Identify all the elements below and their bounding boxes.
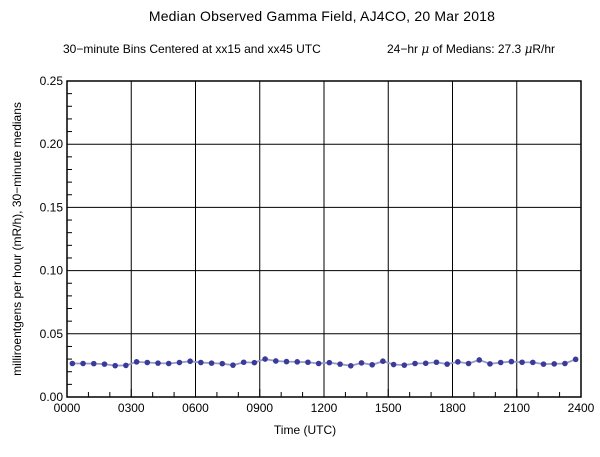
- mean-text-part: R/hr: [532, 42, 556, 56]
- data-point: [208, 360, 215, 366]
- data-point: [305, 359, 311, 366]
- chart-subtitle-mean: 24−hr μ of Medians: 27.3 μR/hr: [387, 42, 555, 56]
- data-point: [198, 359, 204, 366]
- chart-title: Median Observed Gamma Field, AJ4CO, 20 M…: [148, 8, 496, 24]
- plot-border: [66, 80, 582, 398]
- y-tick-label: 0.20: [40, 137, 64, 151]
- data-point: [123, 362, 129, 369]
- x-axis-label: Time (UTC): [273, 423, 337, 437]
- data-point: [273, 358, 279, 364]
- x-tick-label: 2100: [503, 401, 530, 415]
- data-point: [337, 361, 343, 367]
- mu-symbol: μ: [421, 42, 430, 56]
- data-point: [326, 359, 333, 366]
- y-tick-label: 0.25: [40, 74, 64, 88]
- data-point: [80, 360, 86, 367]
- x-tick-label: 0600: [182, 401, 209, 415]
- data-point: [465, 360, 472, 367]
- data-point: [144, 359, 151, 366]
- data-point: [390, 361, 397, 368]
- data-point: [347, 362, 354, 369]
- mu-symbol: μ: [524, 42, 533, 56]
- data-point: [262, 356, 268, 362]
- y-tick-label: 0.00: [40, 390, 64, 404]
- x-tick-label: 1800: [439, 401, 466, 415]
- data-point: [540, 361, 547, 367]
- data-point: [219, 360, 226, 367]
- data-point: [401, 362, 408, 368]
- data-point: [133, 359, 140, 365]
- chart-subtitle-bins: 30−minute Bins Centered at xx15 and xx45…: [63, 42, 321, 56]
- data-point: [230, 362, 236, 368]
- data-point: [101, 361, 108, 367]
- data-point: [380, 358, 386, 365]
- data-point: [519, 359, 525, 366]
- data-point: [530, 359, 536, 366]
- data-point: [562, 360, 568, 367]
- x-tick-label: 2400: [568, 401, 595, 415]
- data-point: [572, 356, 579, 363]
- mean-text-part: of Medians: 27.3: [429, 42, 525, 56]
- x-tick-label: 0000: [54, 401, 81, 415]
- data-point: [455, 359, 461, 365]
- data-point: [422, 360, 429, 367]
- y-tick-label: 0.15: [40, 200, 64, 214]
- data-point: [476, 357, 483, 363]
- data-point: [412, 360, 418, 367]
- data-point: [283, 358, 290, 365]
- data-point: [240, 359, 247, 366]
- data-point: [69, 360, 76, 367]
- data-point: [90, 360, 97, 367]
- y-axis-label: milliroentgens per hour (mR/h), 30−minut…: [10, 102, 24, 376]
- x-tick-label: 1500: [375, 401, 402, 415]
- data-point: [294, 359, 301, 365]
- data-point: [112, 362, 118, 369]
- data-point: [155, 360, 161, 366]
- data-point: [433, 359, 440, 366]
- data-point: [369, 361, 375, 368]
- x-tick-label: 0300: [118, 401, 145, 415]
- data-point: [315, 360, 322, 367]
- data-point: [444, 361, 450, 367]
- x-tick-label: 0900: [246, 401, 273, 415]
- data-point: [251, 359, 258, 366]
- data-point: [358, 360, 365, 366]
- data-point: [497, 359, 504, 366]
- data-point: [176, 359, 183, 366]
- data-point: [187, 358, 193, 365]
- data-point: [508, 358, 515, 365]
- y-tick-label: 0.05: [40, 327, 64, 341]
- y-tick-label: 0.10: [40, 264, 64, 278]
- mean-text-part: 24−hr: [387, 42, 422, 56]
- data-point: [551, 361, 558, 367]
- x-tick-label: 1200: [311, 401, 338, 415]
- data-point: [487, 361, 493, 367]
- data-point: [165, 360, 172, 367]
